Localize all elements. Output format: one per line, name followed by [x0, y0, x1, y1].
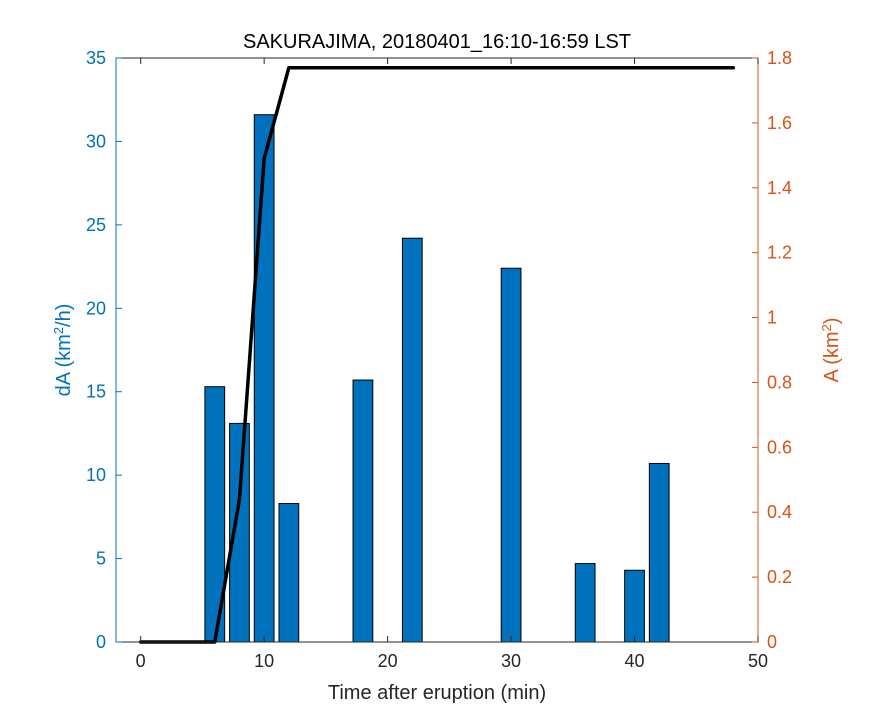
left-tick-label: 15: [86, 382, 106, 402]
right-tick-label: 1.4: [767, 178, 792, 198]
left-axis-label-sup: 2: [51, 327, 66, 334]
left-axis-label-text: dA (km: [53, 334, 75, 396]
left-tick-label: 5: [96, 549, 106, 569]
right-tick-label: 0.2: [767, 567, 792, 587]
chart-title: SAKURAJIMA, 20180401_16:10-16:59 LST: [243, 31, 631, 53]
x-tick-label: 0: [136, 651, 146, 671]
left-axis-label-tail: /h): [53, 304, 75, 327]
x-tick-label: 10: [254, 651, 274, 671]
right-tick-label: 1: [767, 308, 777, 328]
left-tick-label: 35: [86, 48, 106, 68]
x-tick-label: 40: [625, 651, 645, 671]
bar: [352, 379, 374, 643]
x-tick-label: 50: [748, 651, 768, 671]
right-tick-label: 0.6: [767, 437, 792, 457]
right-axis-label: A (km2): [819, 317, 844, 382]
bar: [624, 569, 645, 643]
right-tick-label: 1.6: [767, 113, 792, 133]
right-axis-label-text: A (km: [821, 331, 843, 382]
ticks-layer: 0 5 10 15 20 25 30 35 0 0.2 0.4 0.6 0.8 1 1.2 1.4 1.6 1.8…: [86, 48, 792, 671]
left-tick-label: 20: [86, 298, 106, 318]
x-axis-label: Time after eruption (min): [328, 682, 546, 704]
right-axis-label-tail: ): [821, 317, 843, 324]
bar: [574, 563, 596, 643]
right-tick-label: 0.8: [767, 372, 792, 392]
x-tick-label: 30: [501, 651, 521, 671]
bar: [253, 114, 275, 643]
bar: [648, 462, 670, 643]
bar: [401, 237, 423, 643]
bar: [278, 503, 300, 643]
left-tick-label: 10: [86, 465, 106, 485]
bar: [500, 267, 522, 643]
left-tick-label: 30: [86, 131, 106, 151]
left-axis-label: dA (km2/h): [51, 304, 76, 397]
right-tick-label: 1.2: [767, 243, 792, 263]
right-tick-label: 0: [767, 632, 777, 652]
right-axis-label-sup: 2: [819, 324, 834, 331]
bars-layer: [204, 114, 670, 643]
left-tick-label: 0: [96, 632, 106, 652]
right-tick-label: 0.4: [767, 502, 792, 522]
right-tick-label: 1.8: [767, 48, 792, 68]
x-tick-label: 20: [378, 651, 398, 671]
left-tick-label: 25: [86, 215, 106, 235]
